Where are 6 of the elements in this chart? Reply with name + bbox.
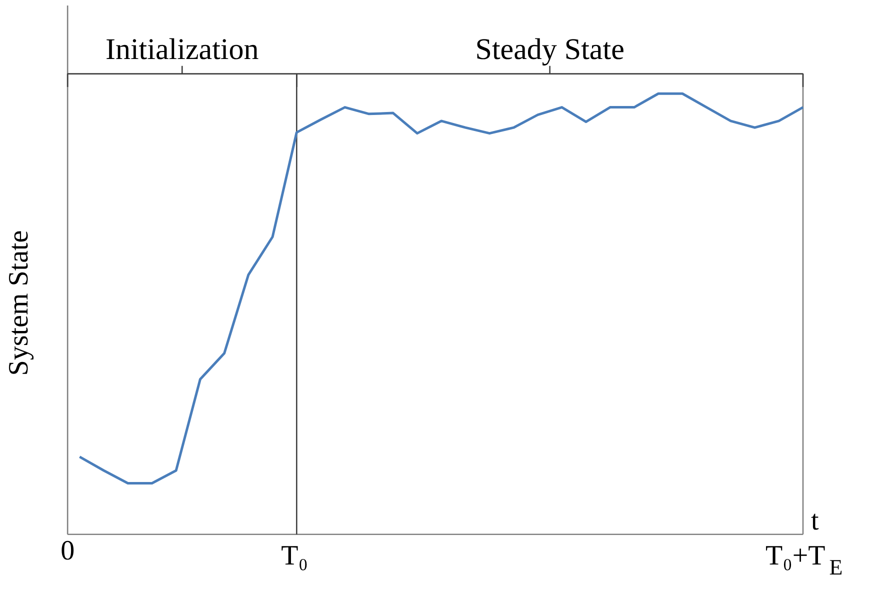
x-axis-title: t [810,505,819,536]
text: Steady State [475,32,624,66]
x-tick-label: T₀ [281,540,308,572]
y-axis-title: System State [4,230,34,376]
text: 0 [60,535,75,566]
text: Initialization [105,32,259,66]
